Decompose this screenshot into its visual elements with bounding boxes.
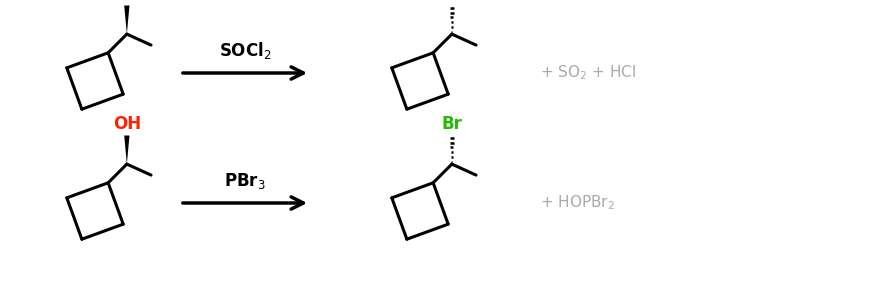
Text: SOCl$_2$: SOCl$_2$	[219, 40, 271, 61]
Polygon shape	[124, 6, 129, 34]
Text: + SO$_2$ + HCl: + SO$_2$ + HCl	[540, 64, 636, 82]
Text: Cl: Cl	[443, 0, 461, 2]
Text: OH: OH	[113, 115, 141, 133]
Text: PBr$_3$: PBr$_3$	[224, 171, 266, 191]
Polygon shape	[124, 136, 129, 164]
Text: + HOPBr$_2$: + HOPBr$_2$	[540, 194, 615, 212]
Text: Br: Br	[442, 115, 462, 133]
Text: OH: OH	[113, 0, 141, 2]
